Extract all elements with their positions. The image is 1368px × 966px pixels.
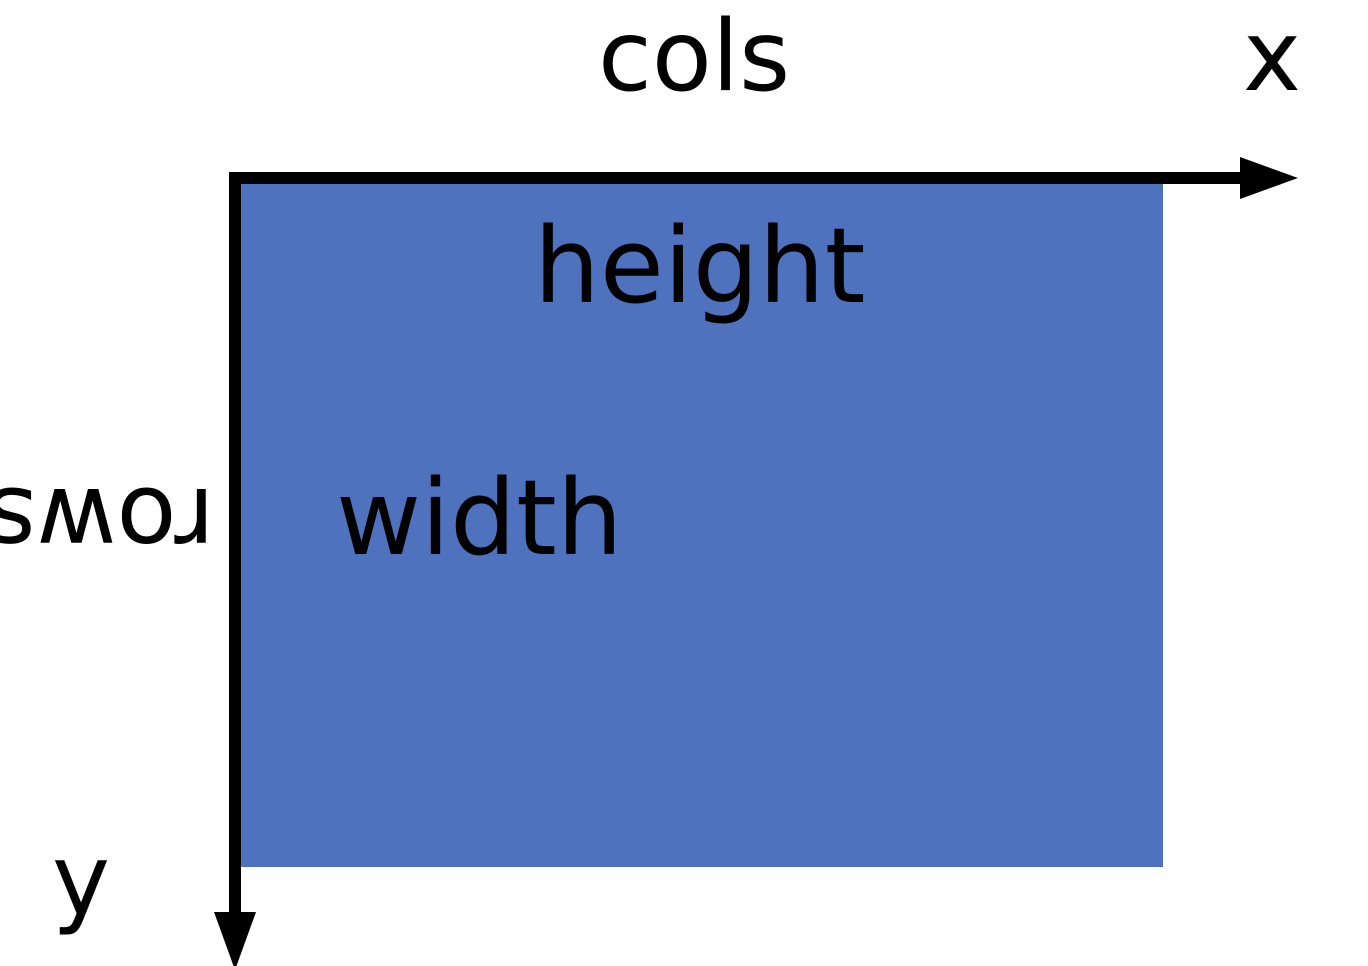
y-axis-arrow-icon: [214, 912, 256, 966]
x-axis-line: [229, 172, 1251, 184]
y-axis-label: y: [52, 824, 110, 938]
image-rectangle: [236, 177, 1163, 867]
cols-label: cols: [598, 0, 791, 114]
height-label: height: [534, 205, 866, 327]
rows-label: rows: [0, 465, 215, 579]
x-axis-arrow-icon: [1240, 157, 1298, 199]
width-label: width: [336, 457, 623, 579]
x-axis-label: x: [1243, 0, 1301, 114]
y-axis-line: [229, 172, 241, 927]
